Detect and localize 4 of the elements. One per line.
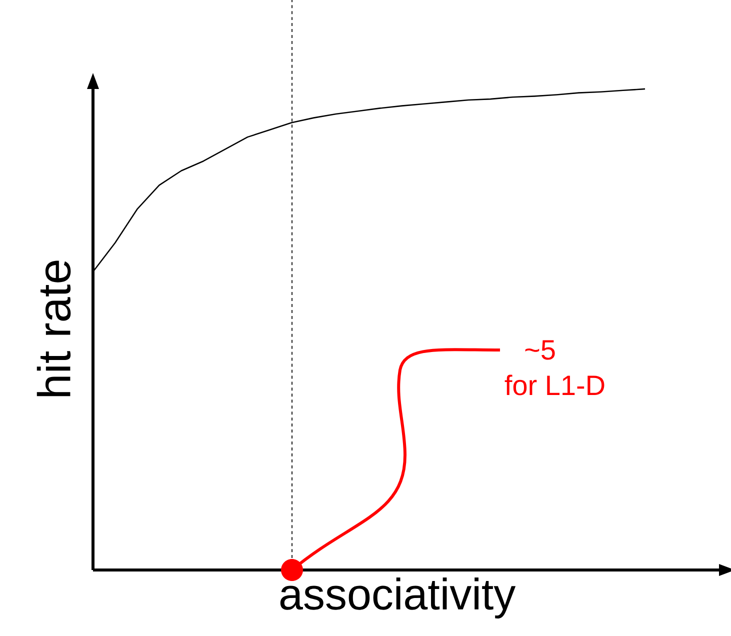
y-axis-title: hit rate (36, 260, 71, 396)
annotation: for L1-D (504, 374, 604, 396)
x-axis-title: associativity (280, 578, 516, 619)
annotation: ~5 (525, 340, 555, 360)
